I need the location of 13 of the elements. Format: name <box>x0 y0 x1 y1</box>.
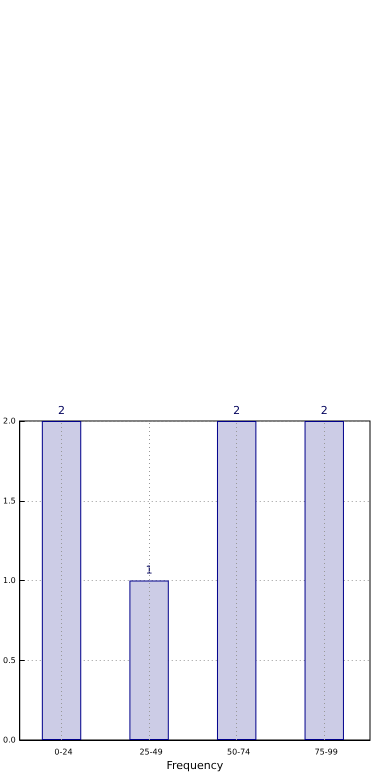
x-tick-label: 50-74 <box>227 748 250 756</box>
x-axis-title: Frequency <box>166 759 224 772</box>
y-tick-label: 0.5 <box>2 656 16 665</box>
y-tick-label: 2.0 <box>2 416 16 426</box>
data-label: 2 <box>58 404 66 417</box>
x-tick-label: 75-99 <box>314 748 338 756</box>
data-label: 2 <box>233 404 240 417</box>
x-tick-label: 0-24 <box>54 748 73 756</box>
x-tick-label: 25-49 <box>139 748 163 756</box>
y-tick-label: 0.0 <box>2 736 16 744</box>
y-tick-label: 1.0 <box>2 576 16 585</box>
data-label: 2 <box>320 404 328 417</box>
y-tick-label: 1.5 <box>2 496 16 506</box>
